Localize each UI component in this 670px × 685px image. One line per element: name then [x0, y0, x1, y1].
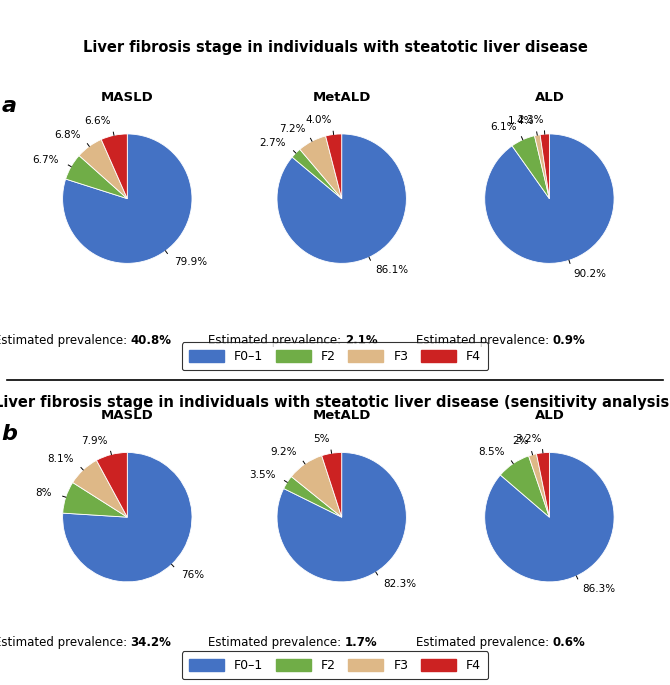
Wedge shape — [326, 134, 342, 199]
Wedge shape — [300, 136, 342, 199]
Wedge shape — [535, 135, 549, 199]
Text: Estimated prevalence:: Estimated prevalence: — [0, 636, 131, 649]
Text: 40.8%: 40.8% — [131, 334, 172, 347]
Title: MASLD: MASLD — [101, 90, 153, 103]
Wedge shape — [101, 134, 127, 199]
Text: 8.1%: 8.1% — [47, 454, 74, 464]
Text: 86.3%: 86.3% — [582, 584, 616, 594]
Wedge shape — [540, 134, 549, 199]
Text: 6.6%: 6.6% — [84, 116, 111, 127]
Title: MetALD: MetALD — [312, 90, 371, 103]
Title: ALD: ALD — [535, 409, 564, 422]
Text: 2.7%: 2.7% — [259, 138, 285, 148]
Wedge shape — [62, 134, 192, 263]
Text: Liver fibrosis stage in individuals with steatotic liver disease: Liver fibrosis stage in individuals with… — [82, 40, 588, 55]
Wedge shape — [291, 456, 342, 517]
Wedge shape — [66, 155, 127, 199]
Wedge shape — [277, 453, 407, 582]
Text: 7.9%: 7.9% — [82, 436, 108, 446]
Text: 2%: 2% — [513, 436, 529, 446]
Text: 4.0%: 4.0% — [306, 115, 332, 125]
Text: Estimated prevalence:: Estimated prevalence: — [0, 334, 131, 347]
Text: 1.4%: 1.4% — [508, 116, 535, 126]
Text: a: a — [1, 96, 17, 116]
Text: Estimated prevalence:: Estimated prevalence: — [208, 334, 345, 347]
Text: b: b — [1, 424, 17, 444]
Text: 6.7%: 6.7% — [32, 155, 59, 164]
Wedge shape — [322, 453, 342, 517]
Text: 8%: 8% — [36, 488, 52, 498]
Wedge shape — [500, 456, 549, 517]
Wedge shape — [292, 149, 342, 199]
Text: 1.7%: 1.7% — [345, 636, 378, 649]
Wedge shape — [484, 453, 614, 582]
Title: ALD: ALD — [535, 90, 564, 103]
Text: 7.2%: 7.2% — [279, 123, 306, 134]
Title: MetALD: MetALD — [312, 409, 371, 422]
Text: 9.2%: 9.2% — [271, 447, 297, 457]
Text: 79.9%: 79.9% — [174, 258, 207, 267]
Wedge shape — [484, 134, 614, 263]
Text: 76%: 76% — [182, 570, 204, 580]
Text: 90.2%: 90.2% — [574, 269, 606, 279]
Wedge shape — [512, 136, 549, 199]
Wedge shape — [79, 140, 127, 199]
Text: 34.2%: 34.2% — [131, 636, 172, 649]
Text: Estimated prevalence:: Estimated prevalence: — [208, 636, 345, 649]
Wedge shape — [72, 460, 127, 517]
Text: 3.2%: 3.2% — [515, 434, 541, 444]
Text: 82.3%: 82.3% — [383, 580, 417, 589]
Title: MASLD: MASLD — [101, 409, 153, 422]
Text: Liver fibrosis stage in individuals with steatotic liver disease (sensitivity an: Liver fibrosis stage in individuals with… — [0, 395, 670, 410]
Wedge shape — [529, 453, 549, 517]
Wedge shape — [283, 477, 342, 517]
Wedge shape — [277, 134, 407, 263]
Text: 0.6%: 0.6% — [553, 636, 586, 649]
Text: 8.5%: 8.5% — [479, 447, 505, 457]
Wedge shape — [63, 482, 127, 517]
Wedge shape — [62, 453, 192, 582]
Legend: F0–1, F2, F3, F4: F0–1, F2, F3, F4 — [182, 651, 488, 680]
Text: 2.1%: 2.1% — [345, 334, 378, 347]
Wedge shape — [537, 453, 549, 517]
Text: 5%: 5% — [313, 434, 330, 445]
Text: 6.8%: 6.8% — [54, 129, 81, 140]
Text: 3.5%: 3.5% — [249, 470, 275, 479]
Text: 0.9%: 0.9% — [553, 334, 586, 347]
Text: Estimated prevalence:: Estimated prevalence: — [416, 636, 553, 649]
Text: 6.1%: 6.1% — [490, 122, 517, 132]
Legend: F0–1, F2, F3, F4: F0–1, F2, F3, F4 — [182, 342, 488, 371]
Text: 86.1%: 86.1% — [375, 265, 408, 275]
Text: Estimated prevalence:: Estimated prevalence: — [416, 334, 553, 347]
Wedge shape — [96, 453, 127, 517]
Text: 2.3%: 2.3% — [517, 115, 543, 125]
